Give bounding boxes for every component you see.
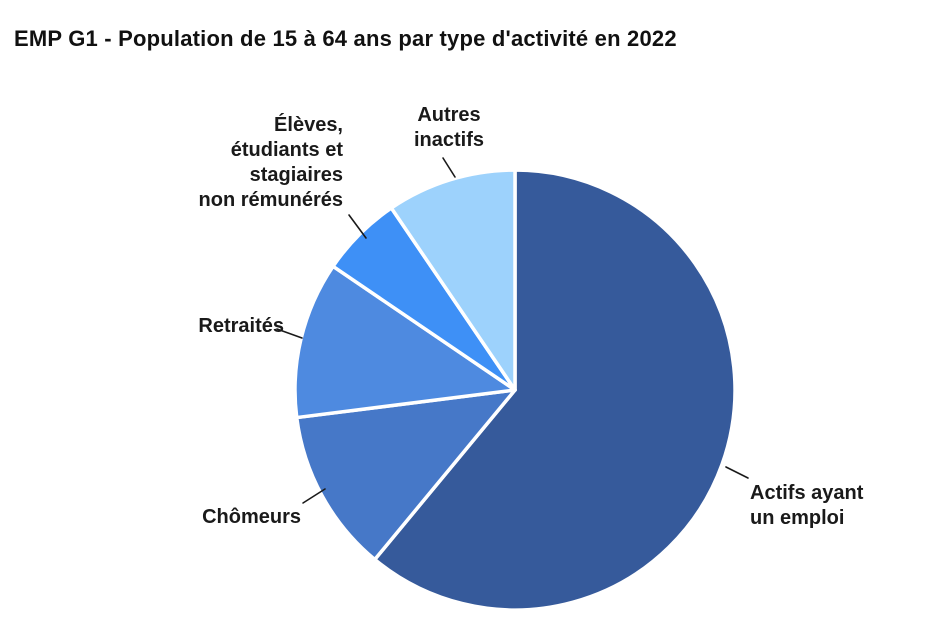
pie-slices [293, 168, 737, 612]
pie-slice-chomeurs [294, 388, 517, 562]
leader-lines [276, 157, 749, 504]
leader-line-autres [442, 157, 456, 178]
pie-slice-autres [389, 168, 517, 392]
label-line: Actifs ayant [750, 482, 864, 504]
leader-line-chomeurs [302, 488, 326, 504]
label-line: un emploi [750, 507, 845, 529]
pie-slice-retraites [293, 264, 517, 420]
label-chomeurs: Chômeurs [202, 505, 301, 530]
label-line: Autres [417, 104, 481, 126]
label-autres: Autres inactifs [374, 103, 524, 153]
label-line: étudiants et [230, 139, 343, 161]
chart-title: EMP G1 - Population de 15 à 64 ans par t… [14, 26, 677, 51]
label-line: Chômeurs [202, 506, 301, 528]
leader-line-eleves [348, 214, 367, 239]
leader-line-retraites [276, 328, 303, 339]
label-line: Retraités [198, 315, 284, 337]
leader-line-actifs [725, 466, 749, 479]
pie-slice-actifs [373, 168, 737, 612]
label-eleves: Élèves, étudiants et stagiaires non rémunér… [199, 113, 343, 213]
label-retraites: Retraités [198, 314, 284, 339]
label-line: stagiaires [249, 164, 343, 186]
label-line: inactifs [413, 129, 485, 151]
label-line: Élèves, [274, 114, 343, 136]
label-line: non rémunérés [198, 189, 343, 211]
label-actifs: Actifs ayant un emploi [750, 481, 863, 531]
